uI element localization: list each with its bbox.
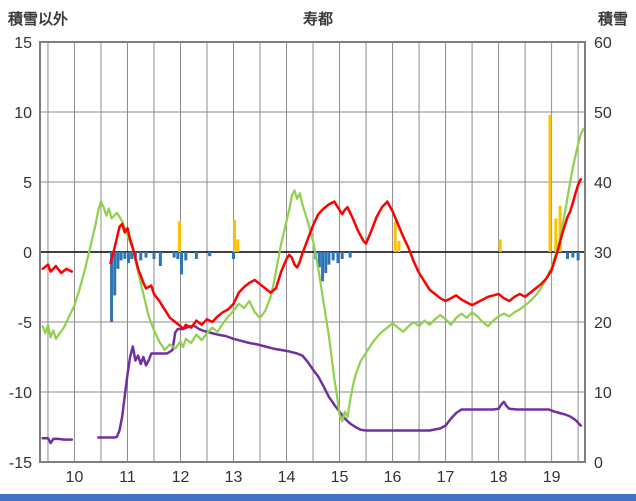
precipitation-bars-bar xyxy=(348,252,352,258)
left-axis-tick-label: 10 xyxy=(14,105,32,122)
left-axis-tick-label: -10 xyxy=(9,385,32,402)
precipitation-bars-bar xyxy=(139,252,143,261)
precipitation-bars-bar xyxy=(144,252,148,258)
left-axis-tick-label: -15 xyxy=(9,455,32,472)
right-axis-title: 積雪 xyxy=(597,11,628,28)
right-axis-tick-label: 0 xyxy=(594,455,603,472)
precipitation-bars-bar xyxy=(127,252,131,264)
sunshine-bars-bar xyxy=(554,218,558,252)
chart-header: 積雪以外 寿都 積雪 xyxy=(0,6,636,30)
precipitation-bars-bar xyxy=(158,252,162,266)
left-axis-tick-label: 15 xyxy=(14,35,32,52)
precipitation-bars-bar xyxy=(571,252,575,258)
x-axis-tick-label: 15 xyxy=(331,469,349,486)
precipitation-bars-bar xyxy=(184,252,188,261)
left-axis-tick-label: 0 xyxy=(23,245,32,262)
snow-depth-line xyxy=(41,324,583,445)
precipitation-bars-bar xyxy=(119,252,123,261)
precipitation-bars-bar xyxy=(116,252,120,269)
sunshine-bars-bar xyxy=(177,221,181,252)
sunshine-bars-bar xyxy=(236,239,240,252)
x-axis-tick-label: 11 xyxy=(119,469,136,486)
x-axis-tick-label: 13 xyxy=(225,469,243,486)
sunshine-bars-bar xyxy=(233,219,237,252)
precipitation-bars-bar xyxy=(327,252,331,265)
precipitation-bars-bar xyxy=(194,252,198,259)
right-axis-tick-label: 10 xyxy=(594,385,612,402)
left-axis-tick-label: 5 xyxy=(23,175,32,192)
x-axis-tick-label: 17 xyxy=(437,469,455,486)
right-axis-tick-label: 60 xyxy=(594,35,612,52)
temperature-line xyxy=(41,177,583,331)
right-axis-tick-label: 40 xyxy=(594,175,612,192)
precipitation-bars-bar xyxy=(123,252,127,259)
x-axis-tick-label: 12 xyxy=(172,469,190,486)
sunshine-bars-bar xyxy=(558,205,562,252)
x-axis-tick-label: 18 xyxy=(490,469,508,486)
precipitation-bars-bar xyxy=(110,252,114,322)
sunshine-bars-bar xyxy=(498,239,502,252)
precipitation-bars-bar xyxy=(130,252,134,259)
left-axis-title: 積雪以外 xyxy=(8,11,69,28)
left-axis-tick-label: -5 xyxy=(18,315,32,332)
precipitation-bars-bar xyxy=(317,252,321,268)
precipitation-bars-bar xyxy=(331,252,335,261)
precipitation-bars-bar xyxy=(113,252,117,296)
chart-title: 寿都 xyxy=(302,11,333,28)
precipitation-bars-bar xyxy=(172,252,176,258)
precipitation-bars-bar xyxy=(232,252,236,259)
precipitation-bars-bar xyxy=(321,252,325,282)
precipitation-bars-bar xyxy=(566,252,570,259)
green-line xyxy=(41,127,585,423)
precipitation-bars-bar xyxy=(340,252,344,259)
sunshine-bars-bar xyxy=(393,221,397,252)
right-axis-tick-label: 30 xyxy=(594,245,612,262)
precipitation-bars-bar xyxy=(208,252,212,257)
right-axis-tick-label: 20 xyxy=(594,315,612,332)
right-axis-tick-label: 50 xyxy=(594,105,612,122)
plot-border xyxy=(39,41,586,463)
series-group xyxy=(41,114,585,445)
x-axis-tick-label: 10 xyxy=(66,469,84,486)
precipitation-bars-bar xyxy=(176,252,180,259)
precipitation-bars-bar xyxy=(152,252,156,259)
precipitation-bars-bar xyxy=(180,252,184,275)
x-axis-tick-label: 16 xyxy=(384,469,402,486)
bottom-accent-bar xyxy=(0,494,636,501)
sunshine-bars-bar xyxy=(548,114,552,252)
x-axis-tick-label: 14 xyxy=(278,469,296,486)
precipitation-bars-bar xyxy=(576,252,580,261)
sunshine-bars-bar xyxy=(397,240,401,252)
x-axis-tick-label: 19 xyxy=(543,469,561,486)
precipitation-bars-bar xyxy=(336,252,340,264)
precipitation-bars-bar xyxy=(324,252,328,273)
